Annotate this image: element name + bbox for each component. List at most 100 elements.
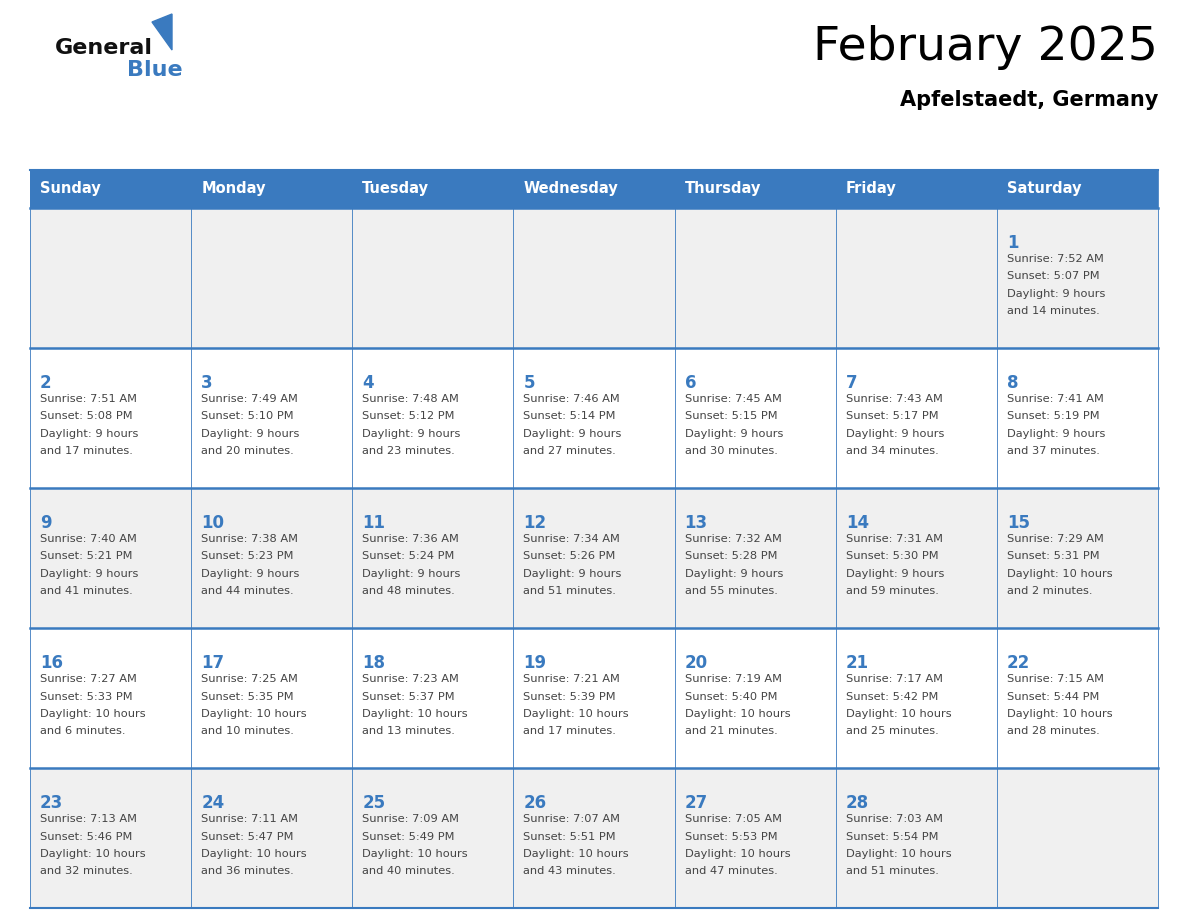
Text: Daylight: 9 hours: Daylight: 9 hours [40,569,138,579]
Text: Daylight: 9 hours: Daylight: 9 hours [846,569,944,579]
Bar [835,170,997,208]
Text: and 28 minutes.: and 28 minutes. [1007,726,1100,736]
Text: 15: 15 [1007,514,1030,532]
Text: and 43 minutes.: and 43 minutes. [524,867,617,877]
Text: 13: 13 [684,514,708,532]
Text: and 55 minutes.: and 55 minutes. [684,587,777,597]
Text: and 17 minutes.: and 17 minutes. [40,446,133,456]
Text: Sunrise: 7:17 AM: Sunrise: 7:17 AM [846,674,943,684]
Text: and 10 minutes.: and 10 minutes. [201,726,293,736]
Text: Daylight: 10 hours: Daylight: 10 hours [1007,709,1112,719]
Text: and 32 minutes.: and 32 minutes. [40,867,133,877]
Text: Sunset: 5:46 PM: Sunset: 5:46 PM [40,832,132,842]
Text: Sunset: 5:44 PM: Sunset: 5:44 PM [1007,691,1099,701]
Text: 26: 26 [524,794,546,812]
Text: Daylight: 10 hours: Daylight: 10 hours [524,849,630,859]
Text: Blue: Blue [127,60,183,80]
Text: Sunrise: 7:46 AM: Sunrise: 7:46 AM [524,394,620,404]
Text: Sunrise: 7:48 AM: Sunrise: 7:48 AM [362,394,459,404]
Text: Daylight: 9 hours: Daylight: 9 hours [524,429,621,439]
Text: Saturday: Saturday [1007,182,1081,196]
Text: 8: 8 [1007,374,1018,392]
Text: 20: 20 [684,654,708,672]
Text: Sunset: 5:31 PM: Sunset: 5:31 PM [1007,552,1099,562]
Text: Daylight: 9 hours: Daylight: 9 hours [201,429,299,439]
Text: Daylight: 10 hours: Daylight: 10 hours [1007,569,1112,579]
Text: Sunset: 5:39 PM: Sunset: 5:39 PM [524,691,617,701]
Text: Sunset: 5:37 PM: Sunset: 5:37 PM [362,691,455,701]
Text: Sunrise: 7:41 AM: Sunrise: 7:41 AM [1007,394,1104,404]
Text: Sunset: 5:47 PM: Sunset: 5:47 PM [201,832,293,842]
Text: Sunrise: 7:36 AM: Sunrise: 7:36 AM [362,534,459,544]
Text: Sunset: 5:19 PM: Sunset: 5:19 PM [1007,411,1099,421]
Text: 14: 14 [846,514,868,532]
Text: Friday: Friday [846,182,897,196]
Text: Sunrise: 7:11 AM: Sunrise: 7:11 AM [201,814,298,824]
Text: 4: 4 [362,374,374,392]
Text: and 30 minutes.: and 30 minutes. [684,446,777,456]
Text: Daylight: 10 hours: Daylight: 10 hours [40,849,146,859]
Text: and 34 minutes.: and 34 minutes. [846,446,939,456]
Bar [675,170,835,208]
Text: 3: 3 [201,374,213,392]
Text: and 51 minutes.: and 51 minutes. [524,587,617,597]
Text: Sunrise: 7:27 AM: Sunrise: 7:27 AM [40,674,137,684]
Text: Sunrise: 7:07 AM: Sunrise: 7:07 AM [524,814,620,824]
Bar [191,170,353,208]
Text: and 47 minutes.: and 47 minutes. [684,867,777,877]
Text: Sunset: 5:08 PM: Sunset: 5:08 PM [40,411,133,421]
Bar [997,170,1158,208]
Text: Daylight: 9 hours: Daylight: 9 hours [362,569,461,579]
Text: 17: 17 [201,654,225,672]
Bar [353,170,513,208]
Text: and 27 minutes.: and 27 minutes. [524,446,617,456]
Text: 22: 22 [1007,654,1030,672]
Text: Daylight: 9 hours: Daylight: 9 hours [362,429,461,439]
Text: Sunrise: 7:38 AM: Sunrise: 7:38 AM [201,534,298,544]
Bar [30,768,1158,908]
Text: Daylight: 10 hours: Daylight: 10 hours [362,709,468,719]
Text: and 51 minutes.: and 51 minutes. [846,867,939,877]
Polygon shape [152,14,172,50]
Text: Sunset: 5:24 PM: Sunset: 5:24 PM [362,552,455,562]
Text: Sunset: 5:40 PM: Sunset: 5:40 PM [684,691,777,701]
Text: Sunrise: 7:19 AM: Sunrise: 7:19 AM [684,674,782,684]
Text: Sunset: 5:10 PM: Sunset: 5:10 PM [201,411,293,421]
Text: Sunset: 5:30 PM: Sunset: 5:30 PM [846,552,939,562]
Text: Daylight: 9 hours: Daylight: 9 hours [40,429,138,439]
Text: Monday: Monday [201,182,266,196]
Text: February 2025: February 2025 [813,25,1158,70]
Text: 16: 16 [40,654,63,672]
Text: and 37 minutes.: and 37 minutes. [1007,446,1100,456]
Text: 25: 25 [362,794,385,812]
Text: Sunset: 5:53 PM: Sunset: 5:53 PM [684,832,777,842]
Text: Sunset: 5:26 PM: Sunset: 5:26 PM [524,552,615,562]
Text: Thursday: Thursday [684,182,762,196]
Text: 12: 12 [524,514,546,532]
Text: 6: 6 [684,374,696,392]
Text: 7: 7 [846,374,858,392]
Text: Sunrise: 7:15 AM: Sunrise: 7:15 AM [1007,674,1104,684]
Text: Sunrise: 7:03 AM: Sunrise: 7:03 AM [846,814,943,824]
Text: Sunday: Sunday [40,182,101,196]
Text: Apfelstaedt, Germany: Apfelstaedt, Germany [899,90,1158,110]
Bar [513,170,675,208]
Text: Sunset: 5:51 PM: Sunset: 5:51 PM [524,832,617,842]
Text: and 44 minutes.: and 44 minutes. [201,587,293,597]
Text: Sunrise: 7:34 AM: Sunrise: 7:34 AM [524,534,620,544]
Text: Sunrise: 7:05 AM: Sunrise: 7:05 AM [684,814,782,824]
Text: and 23 minutes.: and 23 minutes. [362,446,455,456]
Text: and 14 minutes.: and 14 minutes. [1007,307,1100,317]
Text: 24: 24 [201,794,225,812]
Text: Sunset: 5:23 PM: Sunset: 5:23 PM [201,552,293,562]
Text: and 25 minutes.: and 25 minutes. [846,726,939,736]
Text: 11: 11 [362,514,385,532]
Text: Sunset: 5:17 PM: Sunset: 5:17 PM [846,411,939,421]
Text: Sunrise: 7:29 AM: Sunrise: 7:29 AM [1007,534,1104,544]
Text: and 17 minutes.: and 17 minutes. [524,726,617,736]
Text: Sunset: 5:12 PM: Sunset: 5:12 PM [362,411,455,421]
Text: and 13 minutes.: and 13 minutes. [362,726,455,736]
Text: Sunrise: 7:31 AM: Sunrise: 7:31 AM [846,534,943,544]
Text: Daylight: 10 hours: Daylight: 10 hours [846,849,952,859]
Text: Daylight: 9 hours: Daylight: 9 hours [524,569,621,579]
